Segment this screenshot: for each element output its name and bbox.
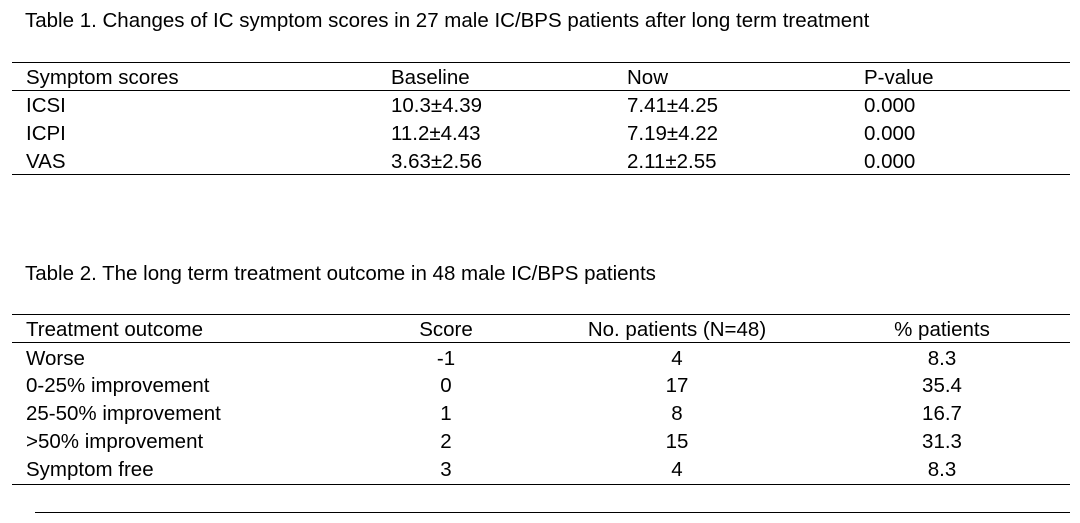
table2-row5-percent: 8.3 — [927, 458, 957, 481]
table1-header-rule — [12, 90, 1070, 91]
table2-row3-outcome: 25-50% improvement — [26, 402, 221, 425]
table2-caption: Table 2. The long term treatment outcome… — [25, 262, 656, 285]
table1-header-symptom-scores: Symptom scores — [26, 66, 179, 89]
table2-header-treatment-outcome: Treatment outcome — [26, 318, 203, 341]
table2-header-score: Score — [419, 318, 473, 341]
table2-row1-outcome: Worse — [26, 347, 85, 370]
table1-row3-pvalue: 0.000 — [864, 150, 916, 173]
table1-caption: Table 1. Changes of IC symptom scores in… — [25, 9, 870, 32]
table1-row2-label: ICPI — [26, 122, 66, 145]
table2-row4-score: 2 — [440, 430, 452, 453]
table2-row5-score: 3 — [440, 458, 452, 481]
table2-row2-score: 0 — [440, 374, 452, 397]
table2-top-rule — [12, 314, 1070, 315]
table1-bottom-rule — [12, 174, 1070, 175]
table2-header-rule — [12, 342, 1070, 343]
table1-row2-baseline: 11.2±4.43 — [391, 122, 481, 145]
table1-row1-pvalue: 0.000 — [864, 94, 916, 117]
table2-row2-count: 17 — [665, 374, 689, 397]
table2-row5-count: 4 — [671, 458, 683, 481]
page-footer-rule — [35, 512, 1070, 513]
table2-header-pct-patients: % patients — [894, 318, 990, 341]
table1-row1-label: ICSI — [26, 94, 66, 117]
table2-row4-count: 15 — [665, 430, 689, 453]
table2-row4-outcome: >50% improvement — [26, 430, 204, 453]
table2-row3-score: 1 — [440, 402, 452, 425]
table2-bottom-rule — [12, 484, 1070, 485]
table1-row1-baseline: 10.3±4.39 — [391, 94, 483, 117]
table1-row3-now: 2.11±2.55 — [627, 150, 717, 173]
table1-row3-baseline: 3.63±2.56 — [391, 150, 483, 173]
table2-row1-score: -1 — [436, 347, 456, 370]
table2-header-no-patients: No. patients (N=48) — [587, 318, 767, 341]
table2-row1-count: 4 — [671, 347, 683, 370]
table1-header-p-value: P-value — [864, 66, 934, 89]
table1-row1-now: 7.41±4.25 — [627, 94, 719, 117]
table2-row2-outcome: 0-25% improvement — [26, 374, 210, 397]
table2-row5-outcome: Symptom free — [26, 458, 154, 481]
table2-row3-percent: 16.7 — [922, 402, 962, 425]
table2-row2-percent: 35.4 — [922, 374, 962, 397]
table1-header-now: Now — [627, 66, 669, 89]
table1-row3-label: VAS — [26, 150, 66, 173]
table2-row1-percent: 8.3 — [927, 347, 957, 370]
table2-row3-count: 8 — [671, 402, 683, 425]
table2-row4-percent: 31.3 — [922, 430, 962, 453]
table1-header-baseline: Baseline — [391, 66, 470, 89]
table1-row2-pvalue: 0.000 — [864, 122, 916, 145]
table1-top-rule — [12, 62, 1070, 63]
table1-row2-now: 7.19±4.22 — [627, 122, 719, 145]
